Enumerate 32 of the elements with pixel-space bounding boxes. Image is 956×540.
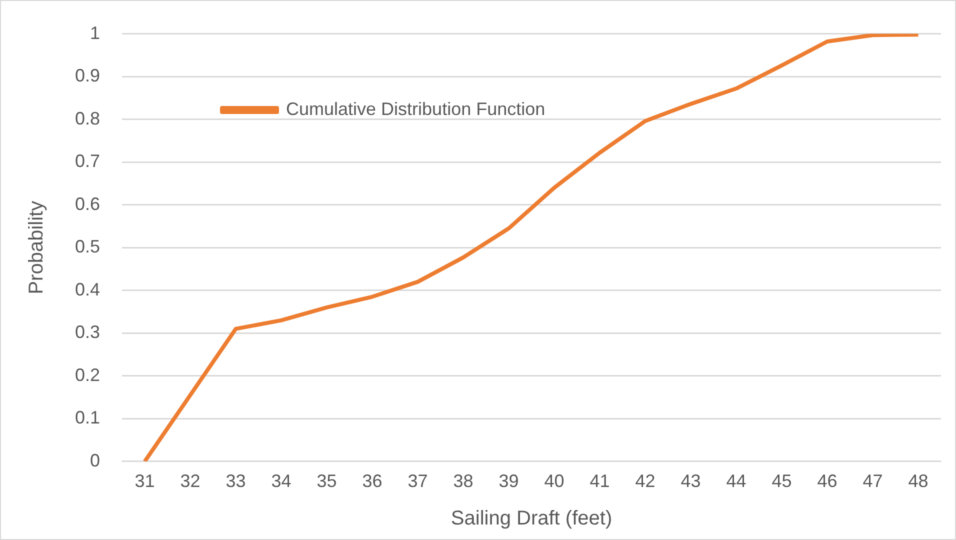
x-tick-label: 48	[908, 471, 928, 492]
y-tick-label: 0.4	[74, 279, 100, 300]
x-tick-label: 43	[680, 471, 701, 492]
y-tick-label: 0.5	[74, 236, 100, 257]
y-tick-label: 0.7	[74, 151, 100, 172]
y-axis-title: Probability	[26, 200, 48, 294]
y-tick-label: 0.3	[74, 322, 100, 342]
x-tick-label: 35	[316, 471, 337, 492]
y-tick-label: 0.1	[74, 408, 100, 428]
legend-label: Cumulative Distribution Function	[286, 98, 546, 119]
x-tick-label: 39	[498, 471, 519, 492]
x-tick-label: 46	[817, 471, 838, 492]
x-tick-label: 38	[453, 471, 474, 492]
y-tick-label: 1	[90, 22, 100, 43]
x-tick-label: 41	[590, 471, 610, 492]
x-tick-label: 40	[544, 471, 564, 492]
x-axis-title: Sailing Draft (feet)	[450, 508, 612, 530]
y-tick-label: 0.8	[74, 108, 100, 128]
x-tick-label: 34	[271, 471, 292, 492]
x-tick-label: 31	[134, 471, 155, 492]
y-tick-label: 0.9	[74, 66, 100, 86]
x-tick-label: 32	[180, 471, 200, 492]
x-tick-label: 45	[772, 471, 792, 492]
x-tick-label: 47	[862, 471, 883, 492]
y-tick-label: 0	[90, 450, 100, 470]
x-tick-label: 37	[408, 471, 428, 492]
y-tick-label: 0.6	[74, 194, 100, 214]
x-tick-label: 36	[362, 471, 382, 492]
y-tick-label: 0.2	[74, 364, 100, 385]
x-tick-label: 33	[226, 471, 246, 492]
x-tick-label: 42	[635, 471, 656, 492]
x-tick-label: 44	[726, 471, 746, 492]
